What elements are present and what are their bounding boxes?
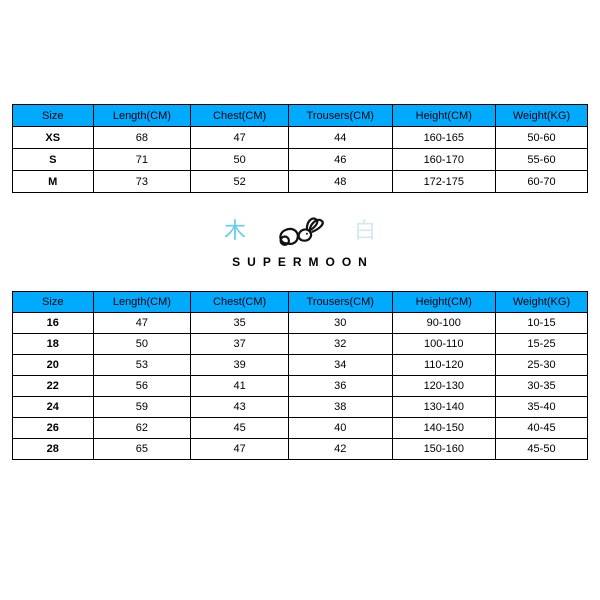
column-header: Trousers(CM) xyxy=(289,292,393,313)
cjk-char-left: 木 xyxy=(224,220,246,242)
value-cell: 52 xyxy=(191,171,289,193)
cjk-char-right: 白 xyxy=(354,220,376,242)
value-cell: 65 xyxy=(93,439,191,460)
brand-wordmark: SUPERMOON xyxy=(232,255,374,269)
size-cell: XS xyxy=(13,127,94,149)
size-cell: 26 xyxy=(13,418,94,439)
size-table-kids: SizeLength(CM)Chest(CM)Trousers(CM)Heigh… xyxy=(12,291,588,460)
size-cell: S xyxy=(13,149,94,171)
column-header: Chest(CM) xyxy=(191,105,289,127)
value-cell: 10-15 xyxy=(496,313,588,334)
table-row: 1647353090-10010-15 xyxy=(13,313,588,334)
value-cell: 44 xyxy=(289,127,393,149)
table-row: M735248172-17560-70 xyxy=(13,171,588,193)
table-row: 20533934110-12025-30 xyxy=(13,355,588,376)
value-cell: 60-70 xyxy=(496,171,588,193)
value-cell: 56 xyxy=(93,376,191,397)
value-cell: 160-170 xyxy=(392,149,496,171)
value-cell: 35-40 xyxy=(496,397,588,418)
value-cell: 32 xyxy=(289,334,393,355)
size-cell: 16 xyxy=(13,313,94,334)
column-header: Height(CM) xyxy=(392,105,496,127)
column-header: Weight(KG) xyxy=(496,292,588,313)
value-cell: 30-35 xyxy=(496,376,588,397)
value-cell: 50 xyxy=(191,149,289,171)
value-cell: 53 xyxy=(93,355,191,376)
table-row: 22564136120-13030-35 xyxy=(13,376,588,397)
table-row: 18503732100-11015-25 xyxy=(13,334,588,355)
column-header: Weight(KG) xyxy=(496,105,588,127)
value-cell: 48 xyxy=(289,171,393,193)
column-header: Height(CM) xyxy=(392,292,496,313)
column-header: Size xyxy=(13,105,94,127)
table-row: XS684744160-16550-60 xyxy=(13,127,588,149)
value-cell: 45-50 xyxy=(496,439,588,460)
value-cell: 73 xyxy=(93,171,191,193)
table-row: 28654742150-16045-50 xyxy=(13,439,588,460)
value-cell: 35 xyxy=(191,313,289,334)
value-cell: 50 xyxy=(93,334,191,355)
size-cell: 24 xyxy=(13,397,94,418)
value-cell: 43 xyxy=(191,397,289,418)
value-cell: 160-165 xyxy=(392,127,496,149)
value-cell: 34 xyxy=(289,355,393,376)
size-cell: 18 xyxy=(13,334,94,355)
value-cell: 38 xyxy=(289,397,393,418)
rabbit-icon xyxy=(272,213,328,249)
value-cell: 110-120 xyxy=(392,355,496,376)
size-cell: 20 xyxy=(13,355,94,376)
value-cell: 47 xyxy=(93,313,191,334)
value-cell: 120-130 xyxy=(392,376,496,397)
value-cell: 41 xyxy=(191,376,289,397)
size-table-adult: SizeLength(CM)Chest(CM)Trousers(CM)Heigh… xyxy=(12,104,588,193)
value-cell: 59 xyxy=(93,397,191,418)
value-cell: 90-100 xyxy=(392,313,496,334)
value-cell: 55-60 xyxy=(496,149,588,171)
value-cell: 172-175 xyxy=(392,171,496,193)
value-cell: 25-30 xyxy=(496,355,588,376)
column-header: Chest(CM) xyxy=(191,292,289,313)
table-row: 24594338130-14035-40 xyxy=(13,397,588,418)
value-cell: 140-150 xyxy=(392,418,496,439)
value-cell: 50-60 xyxy=(496,127,588,149)
column-header: Size xyxy=(13,292,94,313)
value-cell: 15-25 xyxy=(496,334,588,355)
value-cell: 62 xyxy=(93,418,191,439)
value-cell: 47 xyxy=(191,439,289,460)
value-cell: 36 xyxy=(289,376,393,397)
table-row: 26624540140-15040-45 xyxy=(13,418,588,439)
value-cell: 42 xyxy=(289,439,393,460)
brand-logo-block: 木 白 SUPERMOON xyxy=(12,213,588,269)
size-cell: 28 xyxy=(13,439,94,460)
table-row: S715046160-17055-60 xyxy=(13,149,588,171)
value-cell: 45 xyxy=(191,418,289,439)
value-cell: 39 xyxy=(191,355,289,376)
value-cell: 37 xyxy=(191,334,289,355)
value-cell: 40-45 xyxy=(496,418,588,439)
value-cell: 46 xyxy=(289,149,393,171)
value-cell: 40 xyxy=(289,418,393,439)
value-cell: 130-140 xyxy=(392,397,496,418)
value-cell: 47 xyxy=(191,127,289,149)
value-cell: 68 xyxy=(93,127,191,149)
value-cell: 150-160 xyxy=(392,439,496,460)
column-header: Trousers(CM) xyxy=(289,105,393,127)
value-cell: 30 xyxy=(289,313,393,334)
value-cell: 100-110 xyxy=(392,334,496,355)
column-header: Length(CM) xyxy=(93,292,191,313)
size-cell: 22 xyxy=(13,376,94,397)
value-cell: 71 xyxy=(93,149,191,171)
column-header: Length(CM) xyxy=(93,105,191,127)
size-cell: M xyxy=(13,171,94,193)
